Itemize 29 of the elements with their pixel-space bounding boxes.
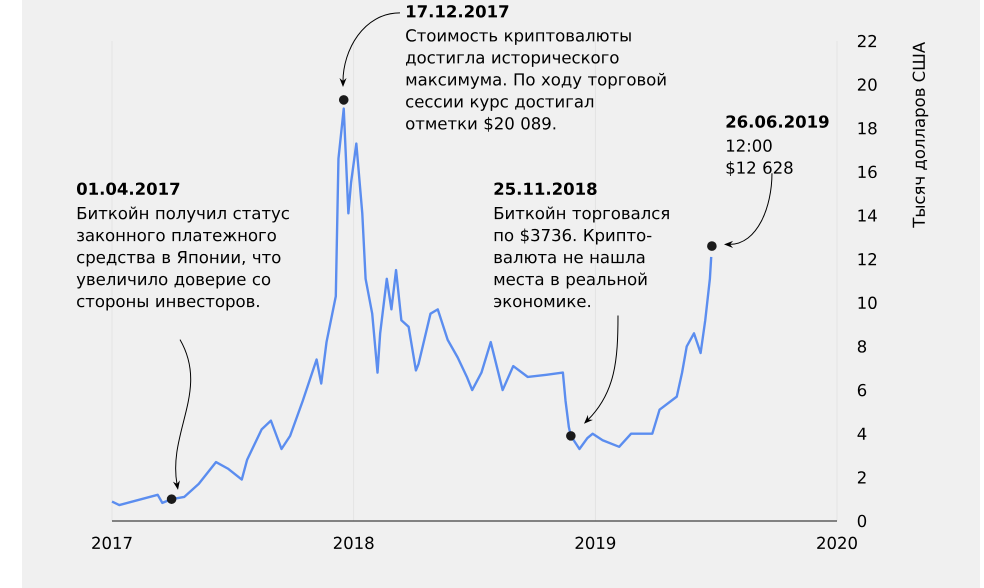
annotation: 26.06.2019: [726, 115, 829, 128]
y-axis-title: Тысяч долларов США: [912, 42, 928, 228]
y-tick-label: 20: [858, 78, 877, 91]
y-tick-label: 12: [858, 253, 876, 266]
annotation: 12:00 $12 628: [726, 139, 793, 176]
text: 17.12.2017: [407, 5, 508, 18]
point: [338, 95, 349, 105]
y-tick-label: 2: [858, 471, 866, 484]
x-tick-label: 2018: [334, 536, 374, 550]
point: [566, 431, 576, 441]
y-tick-label: 6: [858, 384, 866, 396]
y-tick-label: 8: [858, 340, 866, 353]
y-tick-label: 16: [858, 166, 877, 178]
y-tick-label: 4: [858, 428, 866, 440]
point: [707, 241, 717, 251]
y-tick-label: 0: [858, 514, 866, 528]
point: [166, 494, 176, 504]
annotation: 01.04.2017: [76, 182, 180, 195]
x-tick-label: 2019: [576, 536, 616, 550]
y-tick-label: 14: [858, 210, 877, 222]
x-tick-label: 2020: [817, 536, 857, 550]
annotation: 25.11.2018: [494, 182, 597, 195]
y-tick-label: 10: [858, 296, 877, 310]
annotation: Стоимость криптовалюты достигла исторического максимума. По ходу торговой сессии курс достигал отметки $20 089.: [406, 29, 666, 132]
y-tick-label: 18: [858, 122, 877, 134]
x-tick-label: 2017: [92, 536, 132, 550]
annotation: Биткойн получил статус законного платежного средства в Японии, что увеличило доверие со стороны инвесторов.: [76, 206, 289, 311]
annotation: Биткойн торговался по $3736. Крипто-валюта не нашла места в реальной экономике.: [494, 206, 669, 308]
y-tick-label: 22: [858, 34, 876, 48]
